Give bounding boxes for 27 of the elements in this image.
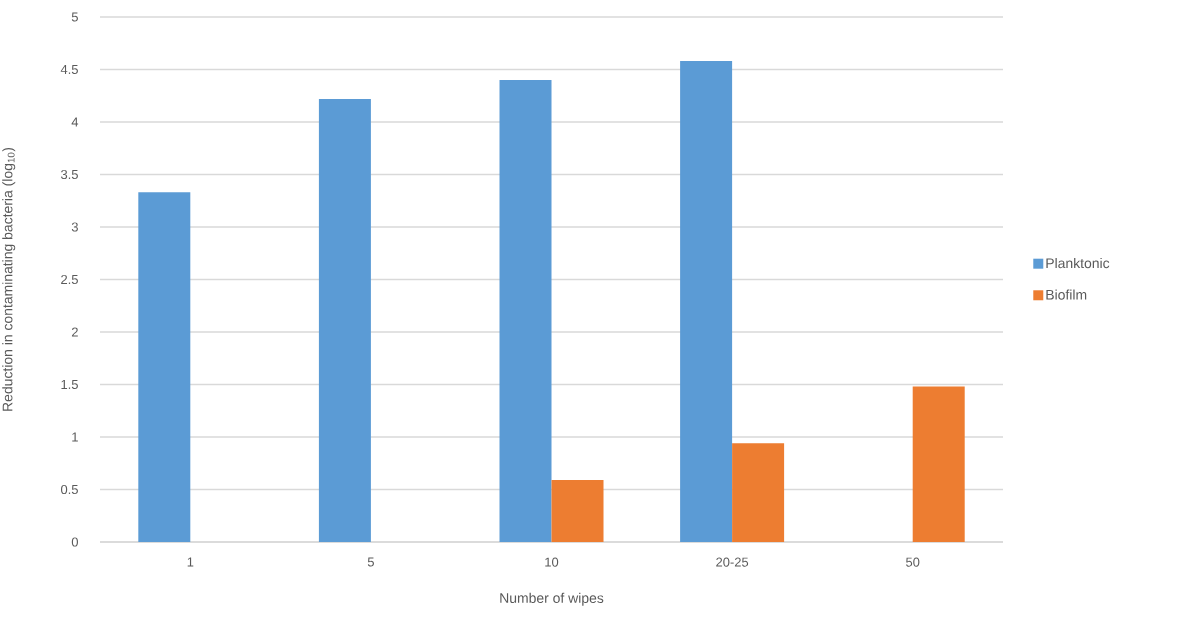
x-tick-label: 1 <box>187 557 194 567</box>
y-tick-label: 4.5 <box>60 64 78 75</box>
bar <box>680 61 733 542</box>
y-tick-label: 5 <box>71 12 78 22</box>
y-tick-label: 3.5 <box>60 169 78 180</box>
x-axis-title: Number of wipes <box>500 592 604 606</box>
bar <box>551 480 604 542</box>
y-axis-title: Reduction in contaminating bacteria (log$_{10}$) <box>2 147 16 411</box>
bar <box>138 192 191 542</box>
legend-label: Biofilm <box>1046 289 1087 300</box>
x-tick-label: 10 <box>545 557 559 567</box>
y-tick-label: 4 <box>71 117 79 127</box>
y-tick-label: 2 <box>71 327 78 337</box>
x-tick-label: 20-25 <box>716 557 749 567</box>
bar <box>318 98 371 542</box>
bar <box>499 79 552 542</box>
y-tick-label: 2.5 <box>61 274 78 285</box>
legend-label: Planktonic <box>1046 257 1110 269</box>
y-tick-label: 0 <box>71 537 78 547</box>
x-tick-label: 5 <box>367 557 374 567</box>
x-tick-label: 50 <box>906 557 920 567</box>
y-tick-label: 3 <box>71 222 78 232</box>
y-tick-label: 0.5 <box>60 484 78 495</box>
bar <box>912 386 965 542</box>
y-tick-label: 1.5 <box>61 379 78 389</box>
y-tick-label: 1 <box>72 432 78 442</box>
bar <box>732 443 785 542</box>
